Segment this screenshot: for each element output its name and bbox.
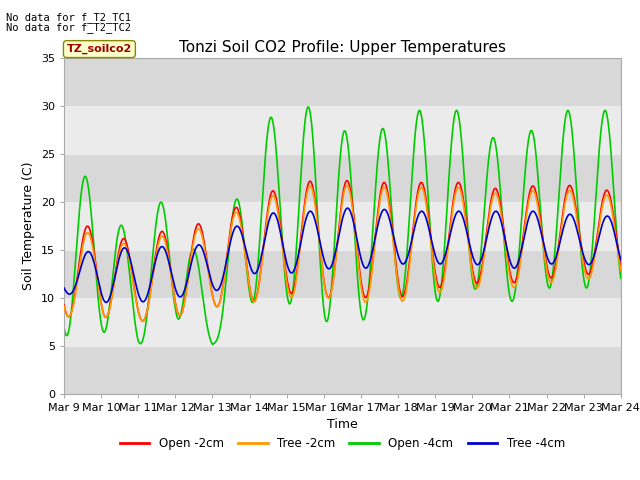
Text: No data for f_T2_TC1: No data for f_T2_TC1 [6, 12, 131, 23]
Y-axis label: Soil Temperature (C): Soil Temperature (C) [22, 161, 35, 290]
X-axis label: Time: Time [327, 418, 358, 431]
Text: TZ_soilco2: TZ_soilco2 [67, 44, 132, 54]
Bar [64, 202, 621, 250]
Text: No data for f_T2_TC2: No data for f_T2_TC2 [6, 22, 131, 33]
Bar [64, 298, 621, 346]
Bar [64, 106, 621, 154]
Legend: Open -2cm, Tree -2cm, Open -4cm, Tree -4cm: Open -2cm, Tree -2cm, Open -4cm, Tree -4… [115, 432, 570, 455]
Title: Tonzi Soil CO2 Profile: Upper Temperatures: Tonzi Soil CO2 Profile: Upper Temperatur… [179, 40, 506, 55]
